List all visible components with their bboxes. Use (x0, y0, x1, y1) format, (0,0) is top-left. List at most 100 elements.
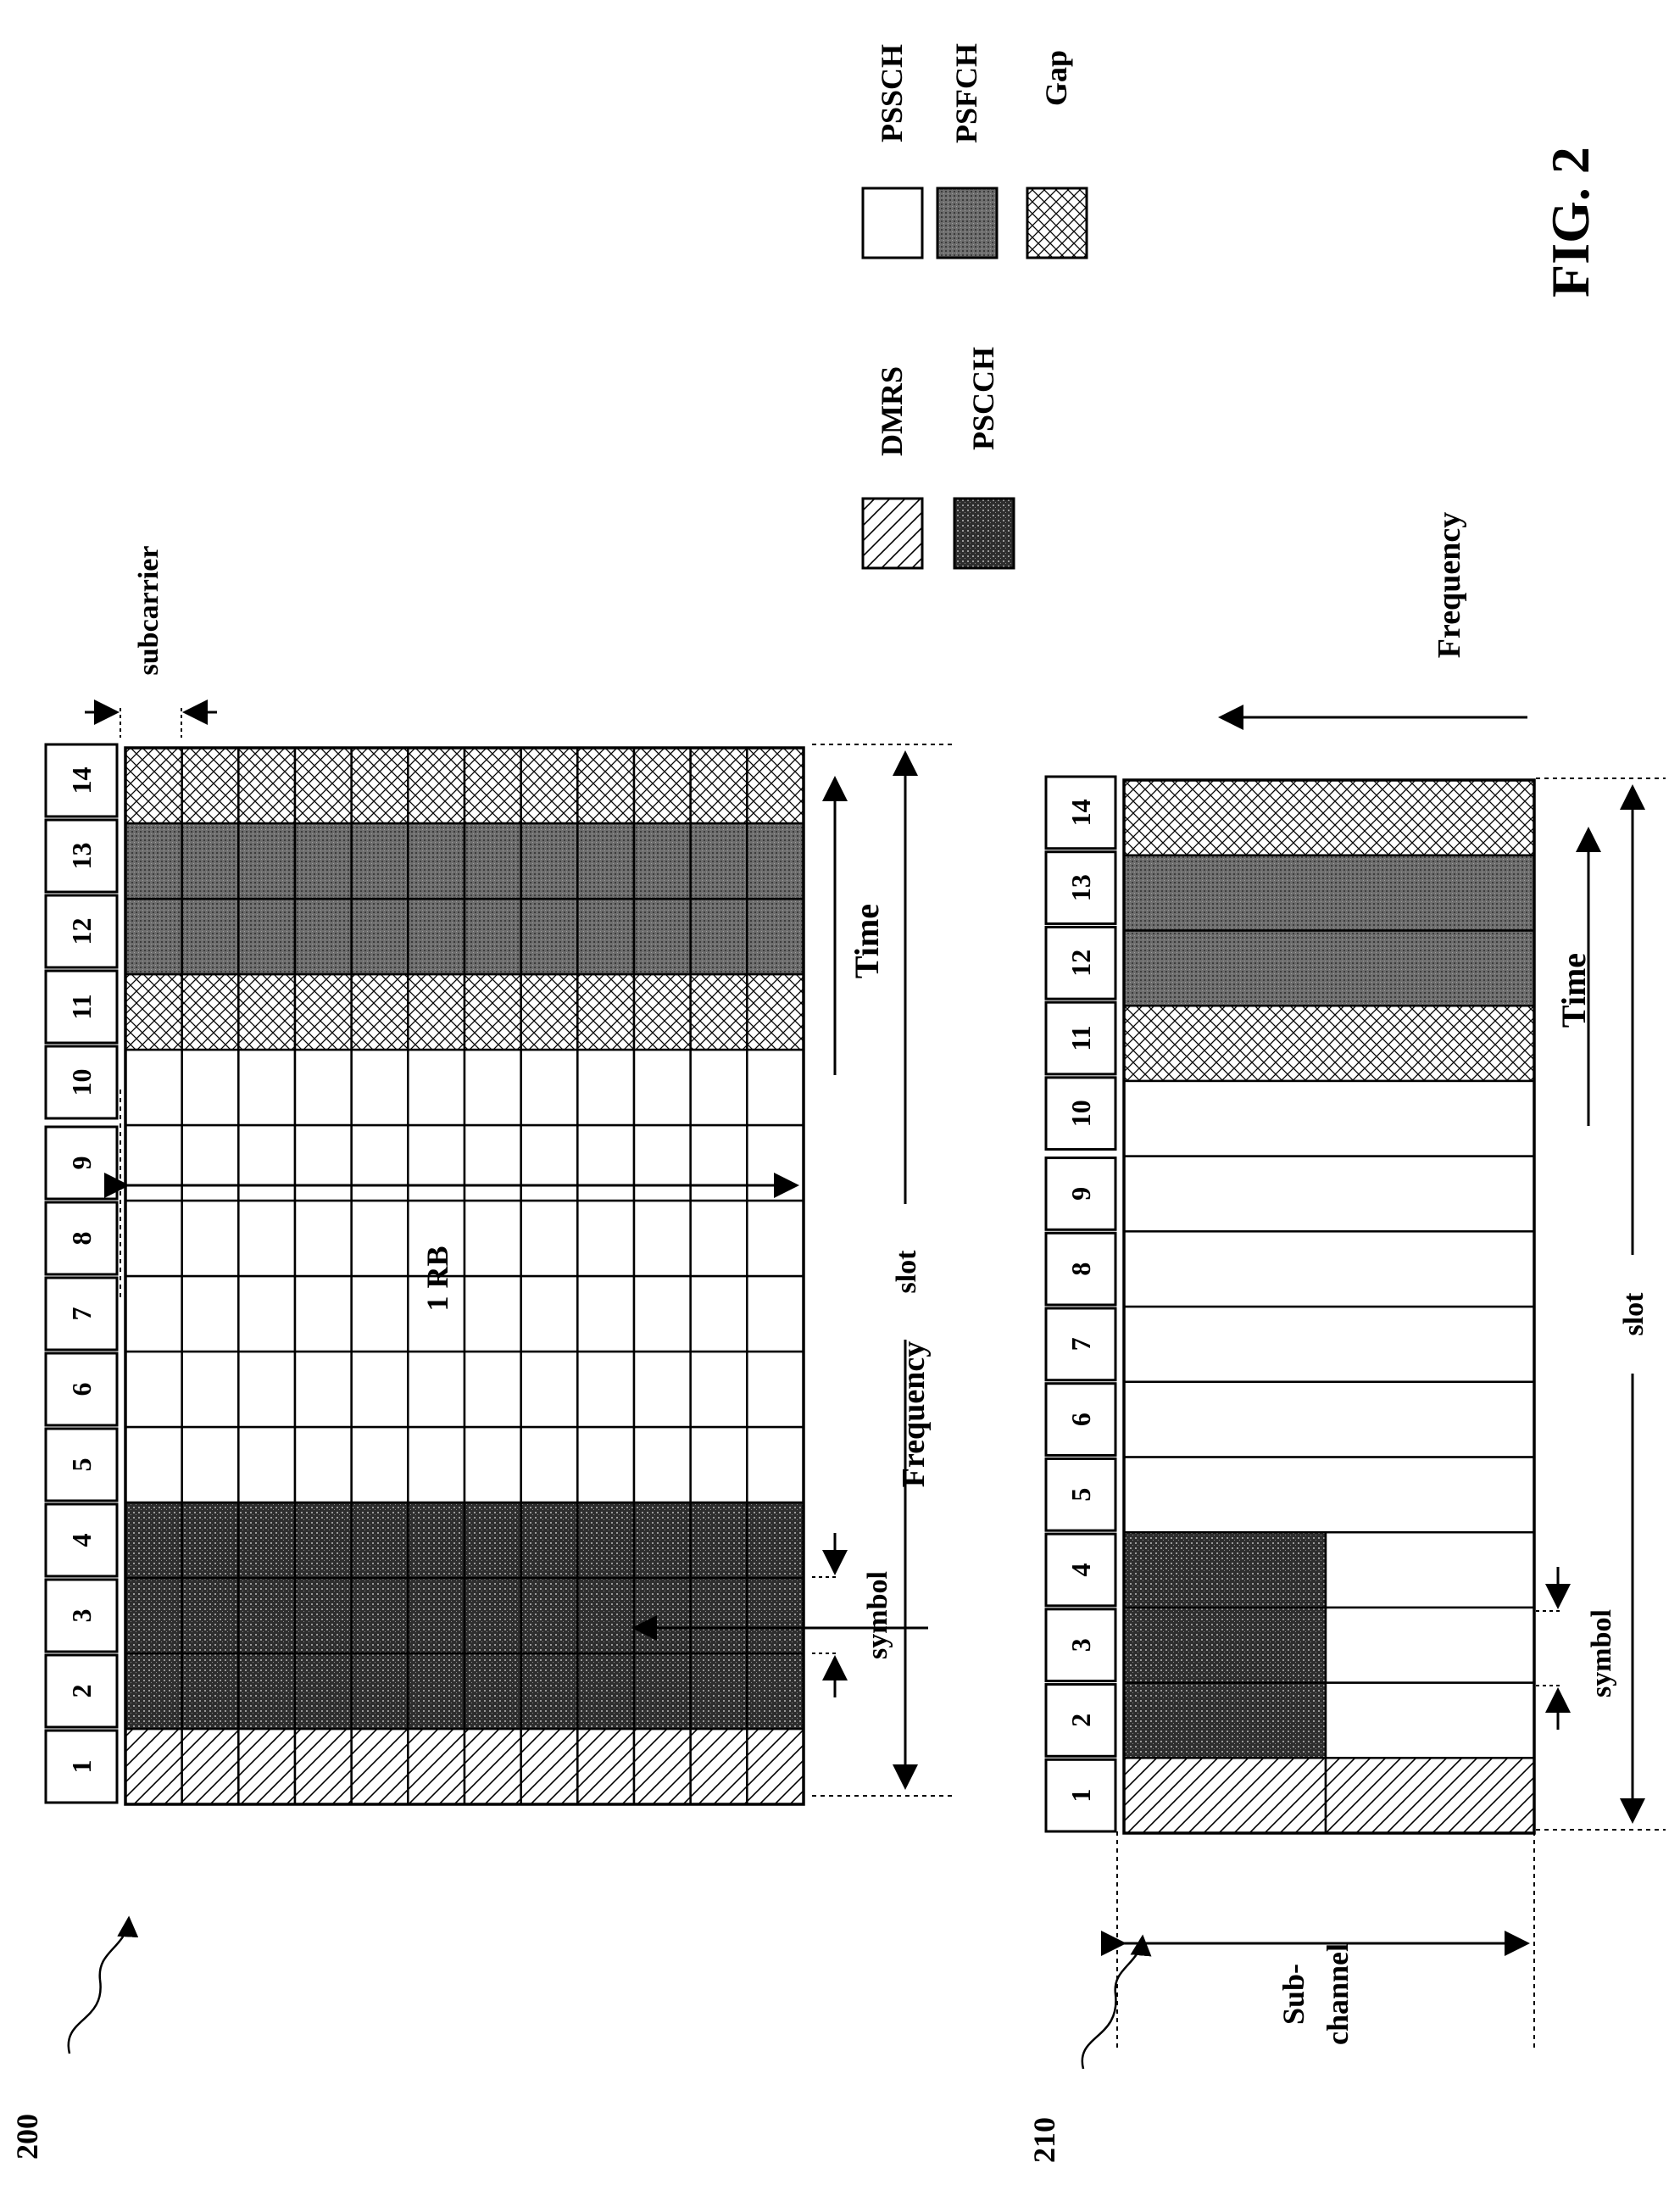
top-resource-element (689, 897, 748, 976)
top-symbol-index-cell (44, 1729, 119, 1804)
top-resource-element (293, 746, 353, 825)
top-resource-element (689, 1123, 748, 1202)
top-resource-element (463, 1274, 522, 1353)
top-symbol-index-cell (44, 818, 119, 894)
top-resource-element (124, 1199, 183, 1278)
top-resource-element (293, 973, 353, 1051)
top-resource-element (407, 973, 466, 1051)
top-resource-element (520, 822, 579, 900)
top-resource-element (407, 822, 466, 900)
top-resource-element (237, 1123, 297, 1202)
top-resource-element (124, 1123, 183, 1202)
top-resource-element (350, 1123, 409, 1202)
top-resource-element (463, 1576, 522, 1655)
top-resource-element (689, 822, 748, 900)
top-resource-element (746, 1576, 805, 1655)
top-resource-element (293, 1652, 353, 1731)
top-resource-element (576, 1274, 636, 1353)
top-resource-element (407, 746, 466, 825)
top-symbol-index-cell (44, 1653, 119, 1729)
top-resource-element (576, 1576, 636, 1655)
top-resource-element (746, 1425, 805, 1504)
top-resource-element (520, 746, 579, 825)
top-resource-element (746, 1274, 805, 1353)
top-resource-element (520, 1425, 579, 1504)
top-resource-element (237, 1727, 297, 1806)
top-resource-element (689, 1576, 748, 1655)
bottom-symbol-index-label: 4 (1065, 1563, 1096, 1577)
bottom-symbol-index-label: 9 (1065, 1187, 1096, 1201)
top-symbol-index-cell (44, 1276, 119, 1352)
top-resource-element (632, 1199, 692, 1278)
bottom-symbol-index-cell (1044, 1382, 1117, 1457)
top-resource-element (407, 1727, 466, 1806)
top-resource-element (632, 1048, 692, 1127)
bottom-symbol-index-label: 3 (1065, 1638, 1096, 1652)
top-resource-element (181, 1501, 240, 1580)
top-resource-element (124, 1727, 183, 1806)
top-resource-element (237, 1652, 297, 1731)
top-resource-element (293, 822, 353, 900)
top-symbol-index-label: 13 (66, 843, 97, 870)
top-resource-element (632, 1727, 692, 1806)
top-resource-element (237, 1350, 297, 1429)
top-resource-element (124, 973, 183, 1051)
top-resource-element (181, 1123, 240, 1202)
bottom-symbol-index-cell (1044, 925, 1117, 1000)
top-resource-element (181, 1727, 240, 1806)
top-resource-element (350, 973, 409, 1051)
top-resource-element (746, 1048, 805, 1127)
bottom-symbol-index-cell (1044, 1157, 1117, 1231)
top-resource-element (181, 746, 240, 825)
legend-label-psfch: PSFCH (949, 43, 983, 143)
bottom-dmrs-block (1122, 1757, 1327, 1835)
bottom-symbol-index-cell (1044, 1532, 1117, 1608)
top-resource-element (689, 973, 748, 1051)
top-resource-element (407, 1350, 466, 1429)
top-resource-element (632, 1350, 692, 1429)
top-resource-element (237, 822, 297, 900)
top-resource-element (407, 1048, 466, 1127)
top-resource-element (632, 1425, 692, 1504)
top-resource-element (124, 1425, 183, 1504)
top-symbol-index-label: 12 (66, 918, 97, 945)
top-symbol-index-label: 5 (66, 1458, 97, 1472)
top-resource-element (293, 1501, 353, 1580)
top-resource-element (520, 1123, 579, 1202)
top-symbol-index-label: 10 (66, 1069, 97, 1096)
bottom-symbol-index-cell (1044, 1231, 1117, 1307)
top-resource-element (632, 1274, 692, 1353)
bottom-symbol-index-label: 10 (1065, 1100, 1096, 1127)
top-resource-element (689, 1652, 748, 1731)
bottom-reference-leader (1081, 1934, 1152, 2070)
top-symbol-index-cell (44, 1045, 119, 1120)
top-resource-element (124, 746, 183, 825)
top-resource-element (463, 822, 522, 900)
top-resource-element (632, 897, 692, 976)
bottom-subchannel-label-2: channel (1321, 1943, 1355, 2045)
bottom-grid-outline (1122, 778, 1536, 1835)
top-symbol-index-label: 7 (66, 1307, 97, 1321)
top-symbol-index-cell (44, 1578, 119, 1653)
top-symbol-index-label: 14 (66, 767, 97, 794)
top-resource-element (124, 1048, 183, 1127)
top-resource-element (576, 1501, 636, 1580)
top-resource-element (576, 1350, 636, 1429)
top-symbol-index-label: 1 (66, 1760, 97, 1774)
top-resource-element (237, 1501, 297, 1580)
top-resource-element (463, 1123, 522, 1202)
top-symbol-index-cell (44, 1352, 119, 1427)
bottom-symbol-index-cell (1044, 1758, 1117, 1833)
top-resource-element (576, 897, 636, 976)
bottom-symbol-index-label: 2 (1065, 1714, 1096, 1727)
top-symbol-index-cell (44, 969, 119, 1045)
top-reference-leader (67, 1915, 139, 2054)
top-resource-element (746, 1727, 805, 1806)
bottom-symbol-index-label: 13 (1065, 874, 1096, 901)
top-resource-element (407, 1199, 466, 1278)
top-resource-element (124, 897, 183, 976)
top-subcarrier-label: subcarrier (133, 546, 164, 676)
legend-swatch-psfch (936, 187, 999, 259)
bottom-pssch-block (1122, 1155, 1536, 1233)
